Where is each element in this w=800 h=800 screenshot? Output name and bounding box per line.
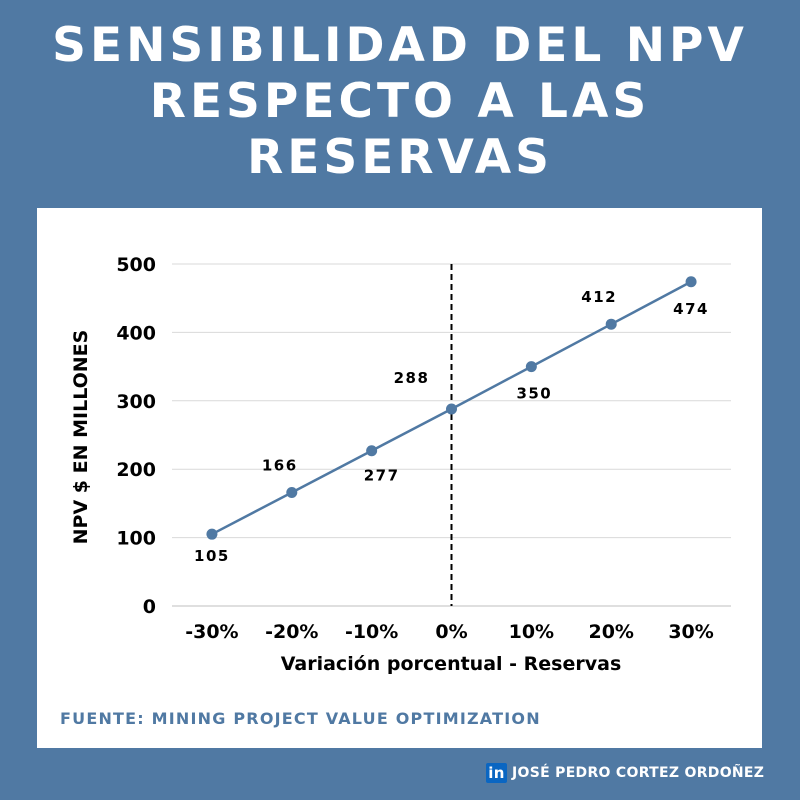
data-label: 350 bbox=[516, 385, 552, 403]
data-point-marker bbox=[286, 486, 298, 498]
title-line-2: RESPECTO A LAS bbox=[149, 74, 651, 129]
x-tick-label: -30% bbox=[185, 621, 238, 643]
data-label: 474 bbox=[673, 300, 709, 318]
chart-card bbox=[37, 208, 762, 748]
data-point-marker bbox=[366, 445, 378, 457]
data-point-marker bbox=[446, 403, 457, 415]
x-tick-label: 0% bbox=[435, 621, 467, 643]
data-labels: 105 166 277 288 350 412 474 bbox=[194, 288, 709, 565]
y-tick-label: 500 bbox=[116, 254, 156, 276]
x-tick-label: 20% bbox=[588, 621, 633, 643]
x-tick-label: 10% bbox=[509, 621, 554, 643]
x-tick-label: 30% bbox=[668, 621, 713, 643]
x-axis-label: Variación porcentual - Reservas bbox=[281, 653, 622, 675]
y-tick-label: 100 bbox=[116, 528, 156, 550]
data-label: 166 bbox=[262, 456, 298, 474]
source-note: FUENTE: MINING PROJECT VALUE OPTIMIZATIO… bbox=[60, 709, 541, 728]
x-tick-label: -20% bbox=[265, 621, 318, 643]
title-line-1: SENSIBILIDAD DEL NPV bbox=[52, 18, 748, 73]
data-label: 105 bbox=[194, 547, 230, 565]
y-tick-label: 200 bbox=[116, 459, 156, 481]
data-point-marker bbox=[685, 276, 697, 288]
author-name: JOSÉ PEDRO CORTEZ ORDOÑEZ bbox=[512, 765, 765, 781]
y-axis-ticks: 0 100 200 300 400 500 bbox=[116, 254, 156, 618]
x-axis-ticks: -30% -20% -10% 0% 10% 20% 30% bbox=[185, 621, 714, 643]
page-title: SENSIBILIDAD DEL NPV RESPECTO A LAS RESE… bbox=[0, 18, 800, 186]
data-point-marker bbox=[525, 361, 537, 373]
data-label: 277 bbox=[364, 467, 400, 485]
data-label: 412 bbox=[581, 288, 617, 306]
linkedin-icon: in bbox=[486, 763, 507, 783]
x-tick-label: -10% bbox=[345, 621, 398, 643]
y-tick-label: 400 bbox=[116, 322, 156, 344]
y-axis-label: NPV $ EN MILLONES bbox=[70, 330, 92, 545]
y-tick-label: 0 bbox=[143, 596, 156, 618]
data-point-marker bbox=[206, 528, 218, 540]
data-point-marker bbox=[605, 318, 617, 330]
title-line-3: RESERVAS bbox=[247, 130, 553, 185]
y-tick-label: 300 bbox=[116, 391, 156, 413]
data-label: 288 bbox=[394, 369, 430, 387]
author-credit: in JOSÉ PEDRO CORTEZ ORDOÑEZ bbox=[486, 763, 764, 783]
npv-series bbox=[206, 276, 697, 540]
